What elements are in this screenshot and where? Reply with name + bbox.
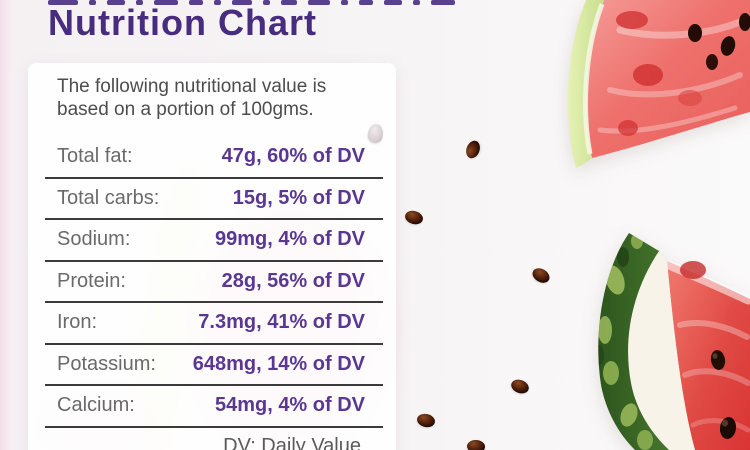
- table-row: Total carbs: 15g, 5% of DV: [45, 179, 383, 220]
- nutrient-label: Calcium:: [57, 394, 135, 417]
- intro-line-1: The following nutritional value is: [57, 76, 327, 97]
- left-pink-strip: [0, 0, 13, 450]
- nutrient-label: Protein:: [57, 269, 126, 292]
- nutrient-label: Iron:: [57, 311, 98, 334]
- watermelon-seed: [463, 138, 483, 161]
- watermelon-seed: [403, 208, 425, 227]
- table-row: Potassium: 648mg, 14% of DV: [45, 345, 383, 386]
- nutrient-value: 54mg, 4% of DV: [214, 394, 365, 417]
- intro-line-2: based on a portion of 100gms.: [57, 99, 314, 120]
- nutrient-value: 7.3mg, 41% of DV: [198, 311, 365, 334]
- nutrient-label: Potassium:: [57, 352, 156, 375]
- watermelon-slice-bottom-image: [598, 233, 750, 450]
- table-row: Sodium: 99mg, 4% of DV: [45, 220, 383, 262]
- watermelon-seed: [466, 439, 486, 450]
- table-row: Protein: 28g, 56% of DV: [45, 262, 383, 303]
- table-row: Total fat: 47g, 60% of DV: [45, 137, 383, 179]
- table-row: Iron: 7.3mg, 41% of DV: [45, 303, 383, 345]
- nutrient-value: 28g, 56% of DV: [221, 269, 365, 292]
- cropped-heading-fragment: [48, 0, 455, 5]
- nutrient-value: 648mg, 14% of DV: [192, 352, 365, 375]
- watermelon-seed: [415, 412, 437, 429]
- page-title: Nutrition Chart: [48, 2, 317, 43]
- intro-text: The following nutritional value is based …: [45, 75, 383, 121]
- nutrient-label: Total carbs:: [57, 186, 160, 209]
- nutrient-value: 99mg, 4% of DV: [214, 228, 365, 251]
- nutrition-table: Total fat: 47g, 60% of DV Total carbs: 1…: [45, 137, 383, 428]
- nutrient-value: 47g, 60% of DV: [221, 145, 365, 168]
- table-row: Calcium: 54mg, 4% of DV: [45, 386, 383, 428]
- nutrient-label: Total fat:: [57, 145, 133, 168]
- dv-footnote: DV: Daily Value: [223, 434, 361, 450]
- nutrient-label: Sodium:: [57, 228, 131, 251]
- watermelon-seed: [529, 265, 553, 286]
- nutrition-card: The following nutritional value is based …: [28, 63, 396, 450]
- watermelon-slice-top-image: [567, 0, 750, 168]
- watermelon-seed: [509, 377, 531, 396]
- nutrient-value: 15g, 5% of DV: [232, 186, 365, 209]
